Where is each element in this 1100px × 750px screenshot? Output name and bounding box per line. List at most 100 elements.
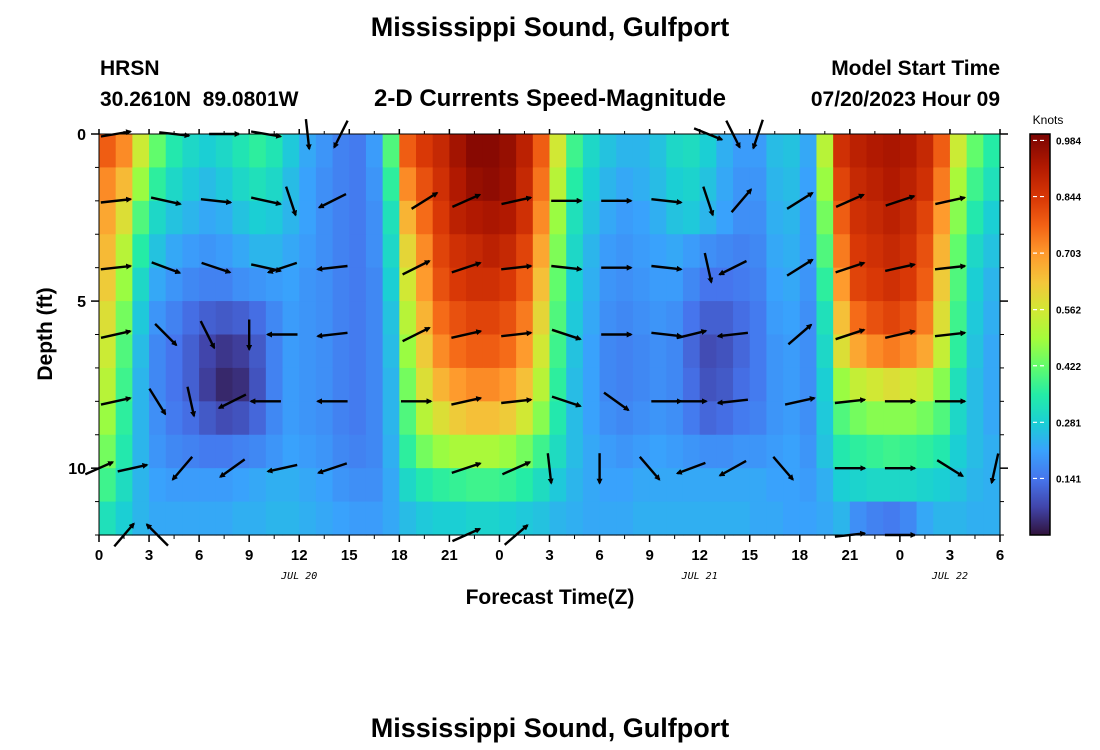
colorbar-tick-label: 0.703 bbox=[1056, 249, 1081, 260]
heatmap-cell bbox=[149, 501, 167, 536]
current-vector bbox=[201, 261, 232, 274]
heatmap-cell bbox=[649, 434, 667, 469]
heatmap-cell bbox=[849, 200, 868, 235]
heatmap-cell bbox=[99, 134, 117, 169]
heatmap-cell bbox=[666, 334, 684, 369]
heatmap-cell bbox=[599, 468, 617, 503]
heatmap-cell bbox=[532, 200, 551, 235]
heatmap-cell bbox=[249, 134, 267, 169]
heatmap-cell bbox=[149, 301, 167, 336]
heatmap-cell bbox=[332, 134, 350, 169]
heatmap-cell bbox=[349, 301, 367, 336]
heatmap-cell bbox=[716, 334, 734, 369]
heatmap-cell bbox=[983, 367, 1001, 402]
heatmap-cell bbox=[315, 200, 334, 235]
heatmap-cell bbox=[899, 301, 918, 336]
current-vector bbox=[885, 194, 916, 207]
heatmap-cell bbox=[682, 401, 701, 436]
station-id: HRSN bbox=[100, 57, 160, 80]
heatmap-cell bbox=[99, 367, 117, 402]
heatmap-cell bbox=[432, 301, 450, 336]
y-tick-label: 5 bbox=[77, 294, 86, 311]
heatmap-cell bbox=[966, 434, 984, 469]
heatmap-cell bbox=[532, 401, 551, 436]
heatmap-cell bbox=[716, 501, 734, 536]
heatmap-cell bbox=[165, 301, 184, 336]
date-label: JUL 21 bbox=[681, 571, 718, 582]
heatmap-cell bbox=[365, 501, 384, 536]
heatmap-cell bbox=[365, 234, 384, 269]
heatmap-cell bbox=[799, 468, 818, 503]
heatmap-cell bbox=[783, 167, 801, 202]
heatmap-cell bbox=[582, 167, 601, 202]
heatmap-cell bbox=[566, 367, 584, 402]
heatmap-cell bbox=[983, 301, 1001, 336]
station-coords: 30.2610N 89.0801W bbox=[100, 88, 299, 111]
heatmap-cell bbox=[766, 301, 784, 336]
heatmap-cell bbox=[966, 301, 984, 336]
heatmap-cell bbox=[449, 167, 467, 202]
heatmap-cell bbox=[299, 367, 317, 402]
heatmap-cell bbox=[499, 468, 517, 503]
heatmap-cell bbox=[783, 367, 801, 402]
heatmap-cell bbox=[332, 301, 350, 336]
heatmap-cell bbox=[933, 267, 951, 302]
heatmap-cell bbox=[499, 200, 517, 235]
heatmap-cell bbox=[432, 134, 450, 169]
current-vector bbox=[716, 331, 749, 339]
heatmap-cell bbox=[682, 167, 701, 202]
heatmap-cell bbox=[115, 134, 133, 169]
heatmap-cell bbox=[916, 134, 934, 169]
current-vector bbox=[316, 264, 348, 272]
heatmap-cell bbox=[215, 367, 234, 402]
heatmap-cell bbox=[399, 367, 417, 402]
heatmap-cell bbox=[399, 267, 417, 302]
heatmap-cell bbox=[182, 200, 200, 235]
colorbar-tick-label: 0.984 bbox=[1056, 136, 1081, 147]
x-tick-label: 18 bbox=[391, 547, 408, 564]
current-vector bbox=[501, 195, 533, 206]
heatmap-cell bbox=[349, 334, 367, 369]
heatmap-cell bbox=[949, 167, 968, 202]
heatmap-cell bbox=[516, 501, 534, 536]
heatmap-cell bbox=[349, 134, 367, 169]
heatmap-cell bbox=[666, 134, 684, 169]
heatmap-cell bbox=[699, 234, 717, 269]
date-label: JUL 22 bbox=[931, 571, 968, 582]
heatmap-cell bbox=[716, 134, 734, 169]
heatmap-cell bbox=[449, 334, 467, 369]
heatmap-cell bbox=[466, 167, 484, 202]
heatmap-cell bbox=[315, 234, 334, 269]
current-vector bbox=[410, 191, 439, 210]
heatmap-cell bbox=[332, 468, 350, 503]
heatmap-cell bbox=[582, 434, 601, 469]
heatmap-cell bbox=[666, 301, 684, 336]
current-vector bbox=[934, 263, 967, 271]
heatmap-cell bbox=[282, 134, 300, 169]
heatmap-cell bbox=[232, 501, 250, 536]
heatmap-cell bbox=[949, 134, 968, 169]
heatmap-cell bbox=[499, 334, 517, 369]
current-vector bbox=[935, 195, 967, 206]
heatmap-cell bbox=[899, 267, 918, 302]
heatmap-cell bbox=[866, 200, 884, 235]
heatmap-cell bbox=[649, 334, 667, 369]
heatmap-cell bbox=[699, 167, 717, 202]
heatmap-cell bbox=[699, 501, 717, 536]
heatmap-cell bbox=[933, 234, 951, 269]
heatmap-cell bbox=[165, 167, 184, 202]
heatmap-cell bbox=[399, 501, 417, 536]
heatmap-cell bbox=[716, 200, 734, 235]
heatmap-cell bbox=[365, 167, 384, 202]
heatmap-cell bbox=[949, 200, 968, 235]
heatmap-cell bbox=[783, 267, 801, 302]
heatmap-cell bbox=[232, 134, 250, 169]
heatmap-cell bbox=[232, 200, 250, 235]
current-vector bbox=[989, 453, 1000, 485]
current-vector bbox=[651, 264, 683, 272]
heatmap-cell bbox=[182, 434, 200, 469]
heatmap-cell bbox=[182, 401, 200, 436]
heatmap-cell bbox=[215, 267, 234, 302]
heatmap-cell bbox=[983, 234, 1001, 269]
